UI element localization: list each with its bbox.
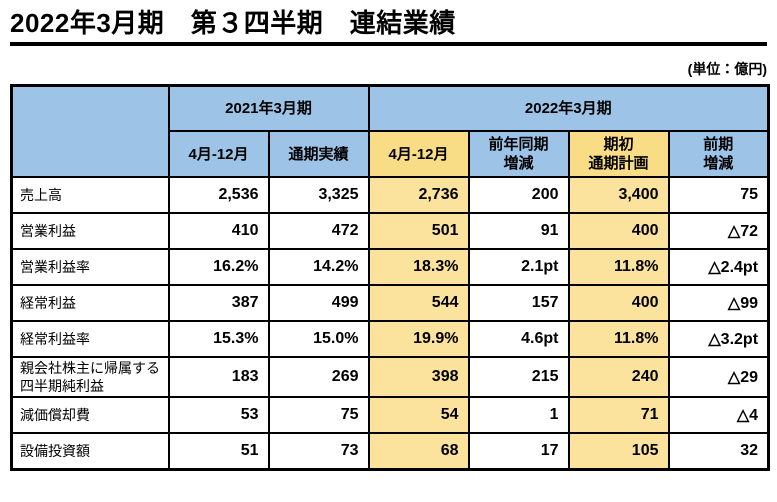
row-label: 減価償却費 — [10, 396, 170, 434]
table-row: 営業利益率 16.2% 14.2% 18.3% 2.1pt 11.8% △2.4pt — [10, 248, 770, 286]
cell-value: 53 — [167, 396, 270, 434]
cell-value: 68 — [367, 432, 470, 470]
table-row: 設備投資額 51 73 68 17 105 32 — [10, 432, 770, 470]
cell-value: 19.9% — [367, 320, 470, 358]
row-label: 営業利益 — [10, 212, 170, 250]
cell-value: 71 — [567, 396, 670, 434]
cell-value: 472 — [267, 212, 370, 250]
column-header: 期初 通期計画 — [567, 130, 670, 178]
cell-value: 3,325 — [267, 176, 370, 214]
table-row: 経常利益率 15.3% 15.0% 19.9% 4.6pt 11.8% △3.2pt — [10, 320, 770, 358]
row-label: 営業利益率 — [10, 248, 170, 286]
header-group-row: 2021年3月期 2022年3月期 — [10, 84, 770, 178]
row-label: 経常利益 — [10, 284, 170, 322]
cell-value: 1 — [467, 396, 570, 434]
cell-value: 240 — [567, 356, 670, 398]
column-header: 4月-12月 — [367, 130, 470, 178]
cell-value: △4 — [667, 396, 770, 434]
column-header: 前年同期 増減 — [467, 130, 570, 178]
results-table: 2021年3月期 2022年3月期 4月-12月 通期実績 4月-12月 前年同期 増減期… — [10, 84, 771, 471]
cell-value: 14.2% — [267, 248, 370, 286]
header-column-row: 4月-12月 通期実績 4月-12月 前年同期 増減 期初 通期計画 前期 増減 — [12, 130, 770, 178]
slide: 2022年3月期 第３四半期 連結業績 (単位：億円) 2021年3月期 2022… — [0, 7, 777, 471]
column-group-header: 2022年3月期 — [367, 84, 770, 132]
cell-value: 499 — [267, 284, 370, 322]
cell-value: 544 — [367, 284, 470, 322]
cell-value: △72 — [667, 212, 770, 250]
cell-value: 75 — [667, 176, 770, 214]
cell-value: 2,736 — [367, 176, 470, 214]
cell-value: 15.0% — [267, 320, 370, 358]
title-underline — [10, 42, 767, 46]
cell-value: 73 — [267, 432, 370, 470]
column-header: 4月-12月 — [167, 130, 270, 178]
column-group-header: 2021年3月期 — [167, 84, 370, 132]
cell-value: 2,536 — [167, 176, 270, 214]
cell-value: 105 — [567, 432, 670, 470]
row-label: 経常利益率 — [10, 320, 170, 358]
cell-value: 215 — [467, 356, 570, 398]
cell-value: 2.1pt — [467, 248, 570, 286]
row-label: 設備投資額 — [10, 432, 170, 470]
cell-value: △2.4pt — [667, 248, 770, 286]
cell-value: 54 — [367, 396, 470, 434]
cell-value: 16.2% — [167, 248, 270, 286]
table-row: 経常利益 387 499 544 157 400 △99 — [10, 284, 770, 322]
cell-value: 400 — [567, 284, 670, 322]
row-label: 親会社株主に帰属する 四半期純利益 — [10, 356, 170, 398]
page-title: 2022年3月期 第３四半期 連結業績 — [10, 8, 456, 38]
table-head: 2021年3月期 2022年3月期 4月-12月 通期実績 4月-12月 前年同期 増減期… — [10, 84, 770, 178]
cell-value: 387 — [167, 284, 270, 322]
cell-value: 400 — [567, 212, 670, 250]
table-row: 親会社株主に帰属する 四半期純利益 183 269 398 215 240 △29 — [10, 356, 770, 398]
cell-value: 269 — [267, 356, 370, 398]
corner-cell — [10, 84, 170, 178]
column-header: 前期 増減 — [667, 130, 770, 178]
column-header: 通期実績 — [267, 130, 370, 178]
cell-value: 501 — [367, 212, 470, 250]
cell-value: 51 — [167, 432, 270, 470]
unit-label: (単位：億円) — [687, 61, 767, 77]
cell-value: 3,400 — [567, 176, 670, 214]
cell-value: 17 — [467, 432, 570, 470]
cell-value: △29 — [667, 356, 770, 398]
cell-value: 11.8% — [567, 248, 670, 286]
table-row: 減価償却費 53 75 54 1 71 △4 — [10, 396, 770, 434]
cell-value: 4.6pt — [467, 320, 570, 358]
table-body: 売上高 2,536 3,325 2,736 200 3,400 75 営業利益 410 472 50… — [10, 176, 770, 470]
cell-value: 157 — [467, 284, 570, 322]
table-row: 売上高 2,536 3,325 2,736 200 3,400 75 — [10, 176, 770, 214]
cell-value: 200 — [467, 176, 570, 214]
row-label: 売上高 — [10, 176, 170, 214]
cell-value: 11.8% — [567, 320, 670, 358]
cell-value: 398 — [367, 356, 470, 398]
table-row: 営業利益 410 472 501 91 400 △72 — [10, 212, 770, 250]
cell-value: 32 — [667, 432, 770, 470]
cell-value: △3.2pt — [667, 320, 770, 358]
cell-value: 18.3% — [367, 248, 470, 286]
cell-value: 410 — [167, 212, 270, 250]
cell-value: 75 — [267, 396, 370, 434]
cell-value: 91 — [467, 212, 570, 250]
cell-value: 15.3% — [167, 320, 270, 358]
cell-value: 183 — [167, 356, 270, 398]
cell-value: △99 — [667, 284, 770, 322]
